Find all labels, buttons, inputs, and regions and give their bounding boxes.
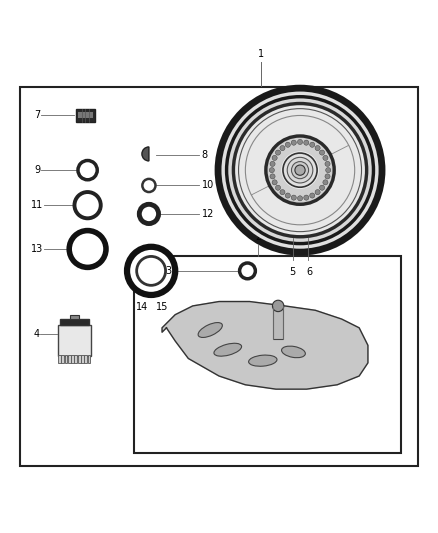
Circle shape — [137, 256, 166, 285]
Circle shape — [297, 140, 303, 144]
Circle shape — [74, 192, 101, 219]
Circle shape — [326, 167, 331, 173]
Circle shape — [270, 174, 275, 179]
Circle shape — [280, 190, 285, 195]
Circle shape — [297, 196, 303, 201]
Circle shape — [127, 247, 175, 295]
Circle shape — [69, 231, 106, 268]
Bar — [78, 112, 93, 118]
Bar — [76, 109, 95, 123]
Ellipse shape — [198, 322, 223, 337]
Circle shape — [295, 165, 305, 175]
Bar — [61, 354, 64, 364]
Wedge shape — [142, 147, 149, 161]
Text: 12: 12 — [201, 209, 214, 219]
Text: 15: 15 — [156, 302, 168, 312]
Polygon shape — [162, 302, 368, 389]
Circle shape — [325, 161, 330, 166]
Circle shape — [264, 134, 336, 206]
Circle shape — [270, 161, 275, 166]
Circle shape — [310, 142, 315, 147]
Text: 6: 6 — [307, 266, 313, 277]
Circle shape — [232, 102, 368, 238]
Circle shape — [310, 193, 315, 198]
Circle shape — [222, 92, 378, 249]
Text: 14: 14 — [136, 302, 148, 312]
Bar — [60, 319, 88, 325]
Circle shape — [215, 85, 385, 255]
Circle shape — [323, 180, 328, 185]
Ellipse shape — [214, 343, 242, 356]
Circle shape — [240, 263, 255, 279]
Circle shape — [269, 167, 274, 173]
Bar — [273, 306, 283, 339]
Bar — [84, 354, 87, 364]
Text: 8: 8 — [201, 150, 208, 160]
Bar — [88, 354, 90, 364]
Bar — [68, 354, 71, 364]
Circle shape — [292, 161, 308, 179]
Text: 9: 9 — [34, 165, 40, 175]
Circle shape — [304, 140, 309, 145]
Bar — [134, 255, 401, 453]
Circle shape — [283, 153, 317, 187]
Text: 13: 13 — [31, 244, 43, 254]
Ellipse shape — [282, 346, 305, 358]
Circle shape — [272, 300, 284, 312]
Text: 1: 1 — [258, 50, 264, 59]
Circle shape — [285, 142, 290, 147]
Text: 3: 3 — [166, 266, 172, 276]
Circle shape — [315, 190, 320, 195]
Circle shape — [280, 146, 285, 151]
Circle shape — [319, 185, 325, 190]
Circle shape — [291, 140, 297, 145]
Circle shape — [272, 180, 277, 185]
Circle shape — [315, 146, 320, 151]
Bar — [78, 354, 81, 364]
Circle shape — [272, 155, 277, 160]
Circle shape — [139, 204, 159, 223]
Bar — [81, 354, 84, 364]
Text: 10: 10 — [201, 181, 214, 190]
Circle shape — [276, 185, 281, 190]
Text: 11: 11 — [31, 200, 43, 210]
Bar — [71, 354, 74, 364]
Text: 5: 5 — [289, 266, 295, 277]
Circle shape — [281, 151, 319, 189]
Text: 2: 2 — [255, 232, 261, 243]
Bar — [70, 315, 79, 319]
Bar — [74, 354, 77, 364]
Circle shape — [228, 99, 372, 242]
Circle shape — [319, 150, 325, 155]
Circle shape — [235, 105, 365, 235]
Bar — [58, 325, 91, 356]
Bar — [58, 354, 61, 364]
Circle shape — [276, 150, 281, 155]
Circle shape — [245, 116, 355, 225]
Text: 7: 7 — [34, 110, 40, 120]
Circle shape — [287, 157, 313, 183]
Bar — [20, 87, 418, 466]
Ellipse shape — [249, 355, 277, 366]
Text: 4: 4 — [33, 329, 39, 340]
Bar — [65, 354, 67, 364]
Circle shape — [239, 109, 361, 232]
Circle shape — [225, 95, 375, 245]
Circle shape — [304, 195, 309, 200]
Circle shape — [268, 138, 332, 203]
Circle shape — [78, 160, 97, 180]
Circle shape — [285, 193, 290, 198]
Circle shape — [323, 155, 328, 160]
Circle shape — [325, 174, 330, 179]
Circle shape — [291, 195, 297, 200]
Circle shape — [142, 179, 155, 192]
